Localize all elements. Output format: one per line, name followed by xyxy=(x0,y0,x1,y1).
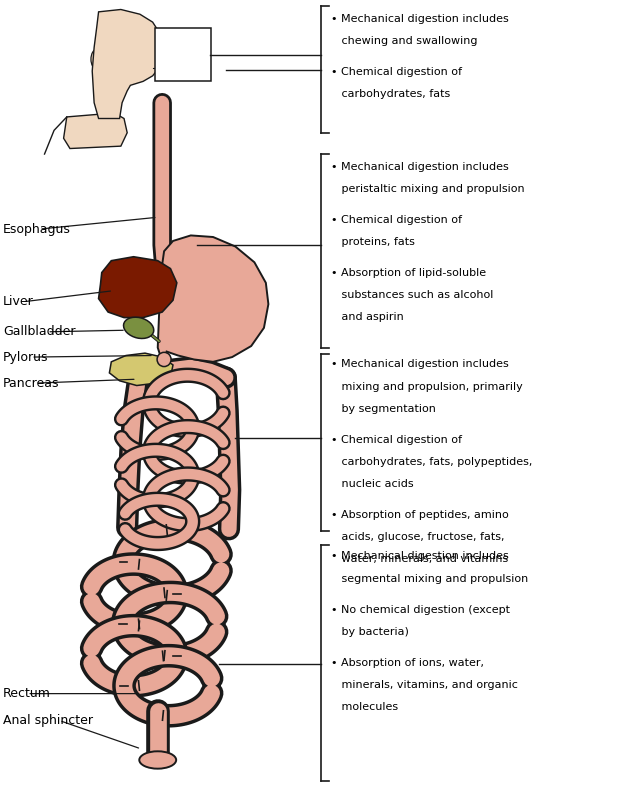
Text: • Absorption of lipid-soluble: • Absorption of lipid-soluble xyxy=(331,268,486,278)
Text: carbohydrates, fats: carbohydrates, fats xyxy=(331,89,450,100)
Ellipse shape xyxy=(123,318,154,338)
Text: Pancreas: Pancreas xyxy=(3,377,60,389)
Text: • Mechanical digestion includes: • Mechanical digestion includes xyxy=(331,162,508,172)
Text: Gallbladder: Gallbladder xyxy=(3,325,76,338)
Text: • No chemical digestion (except: • No chemical digestion (except xyxy=(331,604,509,615)
Ellipse shape xyxy=(157,352,171,367)
Text: • Chemical digestion of: • Chemical digestion of xyxy=(331,67,462,77)
Text: Pylorus: Pylorus xyxy=(3,351,49,363)
Text: • Absorption of peptides, amino: • Absorption of peptides, amino xyxy=(331,510,508,520)
Text: Liver: Liver xyxy=(3,295,34,308)
Ellipse shape xyxy=(91,49,102,70)
Ellipse shape xyxy=(139,751,176,769)
Text: • Chemical digestion of: • Chemical digestion of xyxy=(331,435,462,445)
Text: peristaltic mixing and propulsion: peristaltic mixing and propulsion xyxy=(331,184,524,194)
Text: water, minerals, and vitamins: water, minerals, and vitamins xyxy=(331,554,508,564)
Polygon shape xyxy=(64,113,127,149)
Text: substances such as alcohol: substances such as alcohol xyxy=(331,290,493,300)
Text: • Chemical digestion of: • Chemical digestion of xyxy=(331,215,462,225)
Text: chewing and swallowing: chewing and swallowing xyxy=(331,36,477,47)
Polygon shape xyxy=(92,9,162,118)
Text: nucleic acids: nucleic acids xyxy=(331,479,413,489)
Text: by segmentation: by segmentation xyxy=(331,404,436,414)
Text: and aspirin: and aspirin xyxy=(331,312,403,322)
Text: Rectum: Rectum xyxy=(3,687,51,700)
Text: • Mechanical digestion includes: • Mechanical digestion includes xyxy=(331,14,508,24)
Text: by bacteria): by bacteria) xyxy=(331,626,408,637)
Text: • Absorption of ions, water,: • Absorption of ions, water, xyxy=(331,657,484,668)
Text: mixing and propulsion, primarily: mixing and propulsion, primarily xyxy=(331,382,522,392)
FancyBboxPatch shape xyxy=(155,28,211,81)
Text: acids, glucose, fructose, fats,: acids, glucose, fructose, fats, xyxy=(331,532,504,542)
Text: segmental mixing and propulsion: segmental mixing and propulsion xyxy=(331,574,528,584)
Text: Esophagus: Esophagus xyxy=(3,223,71,235)
Text: molecules: molecules xyxy=(331,702,398,712)
Text: minerals, vitamins, and organic: minerals, vitamins, and organic xyxy=(331,679,518,690)
Polygon shape xyxy=(109,353,173,386)
Text: • Mechanical digestion includes: • Mechanical digestion includes xyxy=(331,359,508,370)
Text: • Mechanical digestion includes: • Mechanical digestion includes xyxy=(331,551,508,562)
Polygon shape xyxy=(158,235,268,363)
Text: Anal sphincter: Anal sphincter xyxy=(3,714,93,727)
Text: proteins, fats: proteins, fats xyxy=(331,237,415,247)
Polygon shape xyxy=(99,257,177,318)
Text: carbohydrates, fats, polypeptides,: carbohydrates, fats, polypeptides, xyxy=(331,457,532,467)
